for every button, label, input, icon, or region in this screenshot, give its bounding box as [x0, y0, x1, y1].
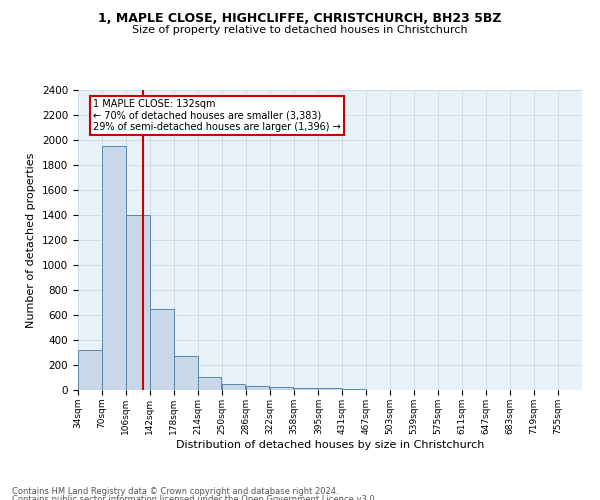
- Bar: [319, 388, 342, 390]
- Bar: [294, 388, 317, 390]
- Text: Contains public sector information licensed under the Open Government Licence v3: Contains public sector information licen…: [12, 495, 377, 500]
- Bar: [270, 387, 293, 390]
- Text: 1, MAPLE CLOSE, HIGHCLIFFE, CHRISTCHURCH, BH23 5BZ: 1, MAPLE CLOSE, HIGHCLIFFE, CHRISTCHURCH…: [98, 12, 502, 26]
- Bar: [174, 356, 197, 390]
- Bar: [150, 308, 173, 390]
- Text: Size of property relative to detached houses in Christchurch: Size of property relative to detached ho…: [132, 25, 468, 35]
- Bar: [102, 146, 125, 390]
- Bar: [78, 350, 101, 390]
- Y-axis label: Number of detached properties: Number of detached properties: [26, 152, 37, 328]
- Bar: [198, 377, 221, 390]
- Bar: [222, 384, 245, 390]
- Text: Contains HM Land Registry data © Crown copyright and database right 2024.: Contains HM Land Registry data © Crown c…: [12, 488, 338, 496]
- Text: 1 MAPLE CLOSE: 132sqm
← 70% of detached houses are smaller (3,383)
29% of semi-d: 1 MAPLE CLOSE: 132sqm ← 70% of detached …: [93, 99, 341, 132]
- X-axis label: Distribution of detached houses by size in Christchurch: Distribution of detached houses by size …: [176, 440, 484, 450]
- Bar: [126, 215, 149, 390]
- Bar: [246, 386, 269, 390]
